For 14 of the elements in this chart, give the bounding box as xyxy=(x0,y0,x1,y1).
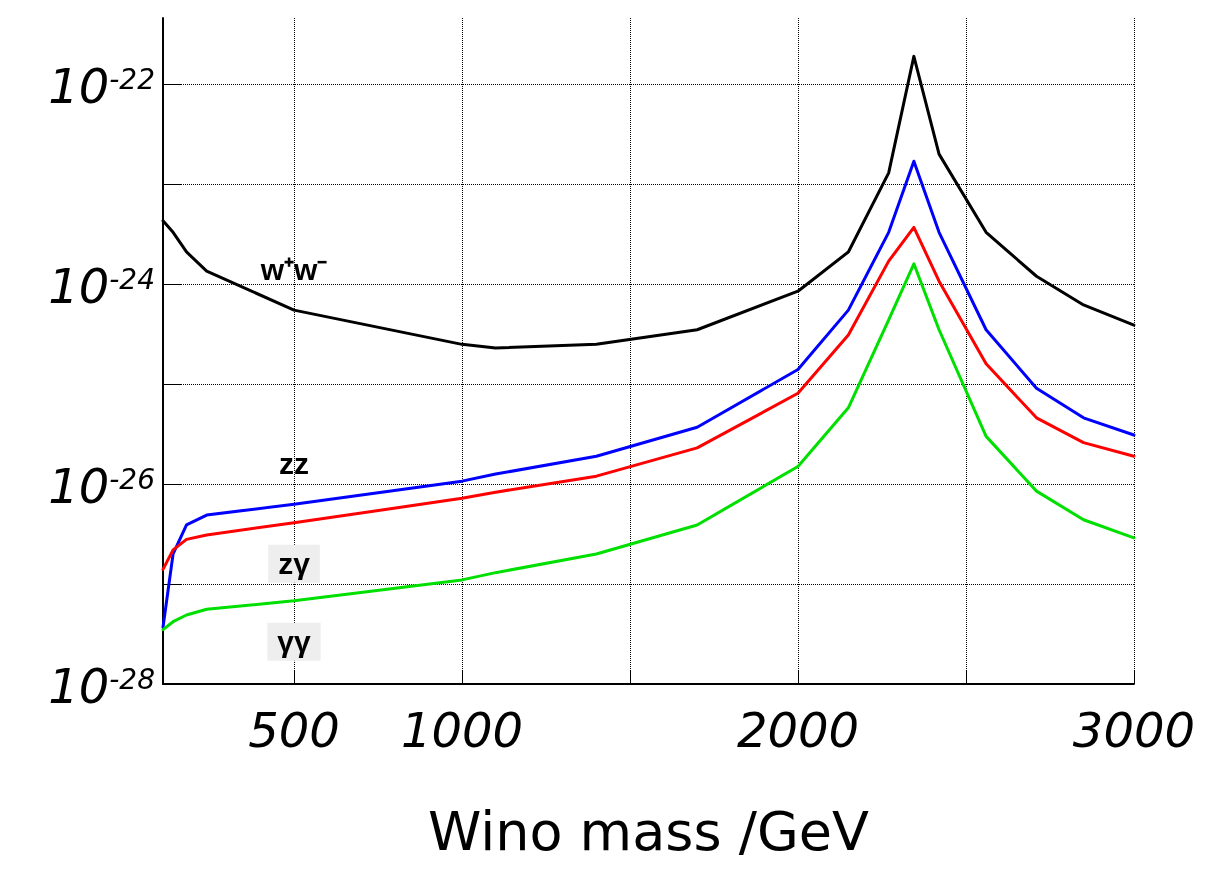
y-tick-label: 10$^{-28}$ xyxy=(47,657,155,714)
series-label: γγ xyxy=(277,625,312,659)
x-tick-label: 3000 xyxy=(1072,702,1195,758)
y-tick-label: 10$^{-24}$ xyxy=(47,257,155,315)
series-label: w⁺w⁻ xyxy=(259,252,328,286)
series-label: zz xyxy=(279,446,310,480)
x-tick-label: 2000 xyxy=(736,702,860,758)
series-label: zγ xyxy=(278,547,311,581)
x-axis-title: Wino mass /GeV xyxy=(427,799,869,863)
line-series xyxy=(161,159,1136,629)
y-tick-label: 10$^{-22}$ xyxy=(47,57,155,115)
x-tick-label: 1000 xyxy=(400,702,524,758)
y-tick-label: 10$^{-26}$ xyxy=(47,457,155,515)
x-tick-label: 500 xyxy=(248,702,340,758)
